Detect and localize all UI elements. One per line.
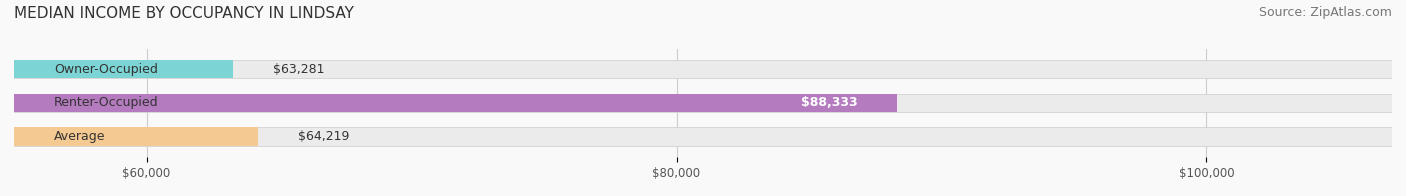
Text: Owner-Occupied: Owner-Occupied bbox=[53, 63, 157, 76]
Bar bbox=[14, 94, 897, 112]
Text: $88,333: $88,333 bbox=[801, 96, 858, 109]
Bar bbox=[14, 127, 259, 146]
Bar bbox=[14, 60, 233, 78]
Text: $64,219: $64,219 bbox=[298, 130, 350, 143]
Text: $63,281: $63,281 bbox=[273, 63, 325, 76]
Text: MEDIAN INCOME BY OCCUPANCY IN LINDSAY: MEDIAN INCOME BY OCCUPANCY IN LINDSAY bbox=[14, 6, 354, 21]
Text: Source: ZipAtlas.com: Source: ZipAtlas.com bbox=[1258, 6, 1392, 19]
Text: Renter-Occupied: Renter-Occupied bbox=[53, 96, 159, 109]
Text: Average: Average bbox=[53, 130, 105, 143]
Bar bbox=[14, 94, 1392, 112]
Bar bbox=[14, 127, 1392, 146]
Bar bbox=[14, 60, 1392, 78]
